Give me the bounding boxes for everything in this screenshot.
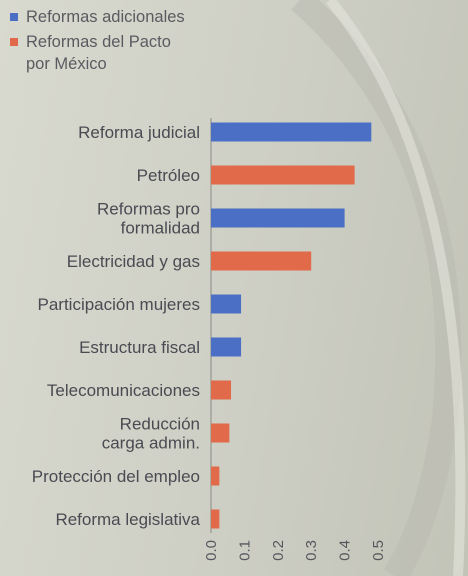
- x-tick-label: 0.1: [236, 540, 253, 561]
- bar-4: [211, 294, 242, 314]
- bar-8: [211, 466, 220, 486]
- x-tick-label: 0.0: [203, 540, 220, 561]
- x-tick-label: 0.4: [337, 540, 354, 561]
- bar-9: [211, 509, 220, 529]
- legend-label: por México: [26, 55, 107, 73]
- category-label: Petróleo: [137, 166, 200, 185]
- x-tick-label: 0.2: [270, 540, 287, 561]
- bar-3: [211, 251, 312, 271]
- legend-swatch-1: [10, 38, 18, 46]
- category-label: Protección del empleo: [32, 467, 200, 486]
- bar-7: [211, 423, 230, 443]
- category-label: Reforma legislativa: [55, 510, 200, 529]
- category-label: Electricidad y gas: [67, 252, 200, 271]
- category-label: formalidad: [121, 219, 200, 238]
- category-label: Participación mujeres: [37, 295, 200, 314]
- bar-6: [211, 380, 232, 400]
- category-label: Reforma judicial: [78, 123, 200, 142]
- category-label: carga admin.: [102, 434, 200, 453]
- x-tick-label: 0.5: [370, 540, 387, 561]
- bar-0: [211, 122, 372, 142]
- category-label: Telecomunicaciones: [47, 381, 200, 400]
- legend-label: Reformas del Pacto: [26, 33, 171, 51]
- bar-1: [211, 165, 355, 185]
- bar-5: [211, 337, 242, 357]
- category-label: Reducción: [120, 415, 200, 434]
- legend-label: Reformas adicionales: [26, 8, 185, 26]
- legend-swatch-0: [10, 13, 18, 21]
- bar-2: [211, 208, 345, 228]
- x-tick-label: 0.3: [303, 540, 320, 561]
- category-label: Reformas pro: [97, 200, 200, 219]
- category-label: Estructura fiscal: [79, 338, 200, 357]
